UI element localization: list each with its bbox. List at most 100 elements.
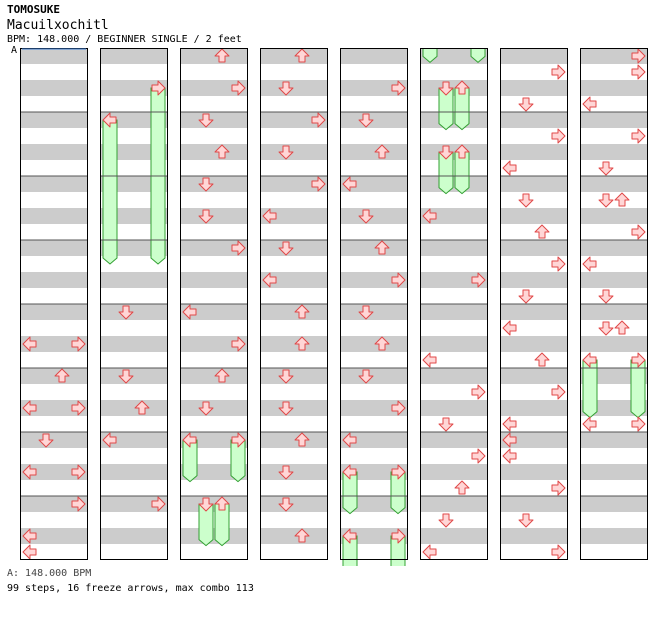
column-border [420, 48, 488, 560]
right-arrow [551, 544, 566, 560]
row-stripe [580, 48, 648, 64]
row-stripe [500, 48, 568, 64]
left-arrow [582, 96, 597, 112]
row-stripe [260, 496, 328, 512]
down-arrow [518, 193, 534, 208]
row-stripe [340, 432, 408, 448]
row-stripe [20, 496, 88, 512]
row-stripe [100, 368, 168, 384]
down-arrow [438, 81, 454, 96]
row-stripe [20, 528, 88, 544]
row-stripe [180, 304, 248, 320]
row-stripe [340, 48, 408, 64]
up-arrow [374, 144, 390, 159]
right-arrow [631, 64, 646, 80]
up-arrow [454, 144, 470, 159]
left-arrow [22, 464, 37, 480]
right-arrow [231, 336, 246, 352]
right-arrow [231, 432, 246, 448]
up-arrow [214, 144, 230, 159]
row-stripe [340, 208, 408, 224]
row-stripe [180, 144, 248, 160]
left-arrow [182, 432, 197, 448]
down-arrow [198, 401, 214, 416]
row-stripe [580, 80, 648, 96]
row-stripe [420, 176, 488, 192]
notes-layer [22, 48, 646, 566]
row-stripe [580, 528, 648, 544]
row-stripe [580, 176, 648, 192]
row-stripe [580, 304, 648, 320]
right-arrow [631, 128, 646, 144]
row-stripe [260, 400, 328, 416]
down-arrow [438, 417, 454, 432]
column-border [500, 48, 568, 560]
row-stripe [420, 368, 488, 384]
row-stripe [340, 304, 408, 320]
down-arrow [358, 305, 374, 320]
left-arrow [502, 416, 517, 432]
up-arrow [214, 48, 230, 63]
right-arrow [551, 128, 566, 144]
row-stripe [500, 144, 568, 160]
bpm-marker-label: A [11, 45, 18, 56]
row-stripe [420, 304, 488, 320]
up-arrow [134, 400, 150, 415]
row-stripe [20, 48, 88, 64]
right-arrow [71, 400, 86, 416]
right-arrow [71, 336, 86, 352]
row-stripe [260, 208, 328, 224]
left-arrow [102, 432, 117, 448]
right-arrow [631, 416, 646, 432]
row-stripe [20, 304, 88, 320]
right-arrow [231, 240, 246, 256]
down-arrow [598, 193, 614, 208]
row-stripe [180, 176, 248, 192]
right-arrow [71, 496, 86, 512]
right-arrow [631, 224, 646, 240]
row-stripe [100, 464, 168, 480]
up-arrow [614, 320, 630, 335]
row-stripe [340, 112, 408, 128]
row-stripe [580, 272, 648, 288]
row-stripe [180, 336, 248, 352]
row-stripe [100, 304, 168, 320]
down-arrow [518, 97, 534, 112]
up-arrow [294, 304, 310, 319]
right-arrow [471, 448, 486, 464]
column-border [100, 48, 168, 560]
row-stripe [260, 304, 328, 320]
column-frame [100, 48, 168, 560]
left-arrow [502, 160, 517, 176]
left-arrow [342, 528, 357, 544]
row-stripe [500, 208, 568, 224]
right-arrow [151, 496, 166, 512]
column-border [580, 48, 648, 560]
row-stripe [500, 304, 568, 320]
row-stripe [420, 240, 488, 256]
up-arrow [374, 240, 390, 255]
row-stripe [580, 208, 648, 224]
column-frame [340, 48, 408, 560]
left-arrow [422, 208, 437, 224]
row-stripe [100, 272, 168, 288]
row-stripe [260, 240, 328, 256]
left-arrow [502, 320, 517, 336]
left-arrow [502, 448, 517, 464]
right-arrow [631, 48, 646, 64]
row-stripe [340, 368, 408, 384]
step-chart [20, 48, 648, 566]
down-arrow [598, 289, 614, 304]
right-arrow [631, 352, 646, 368]
row-stripe [100, 528, 168, 544]
row-stripe [500, 400, 568, 416]
artist-name: TOMOSUKE [7, 3, 60, 16]
left-arrow [22, 400, 37, 416]
bpm-legend: A: 148.000 BPM [7, 568, 92, 579]
row-stripe [340, 240, 408, 256]
down-arrow [278, 401, 294, 416]
row-stripe [180, 112, 248, 128]
down-arrow [358, 369, 374, 384]
left-arrow [22, 544, 37, 560]
right-arrow [391, 528, 406, 544]
